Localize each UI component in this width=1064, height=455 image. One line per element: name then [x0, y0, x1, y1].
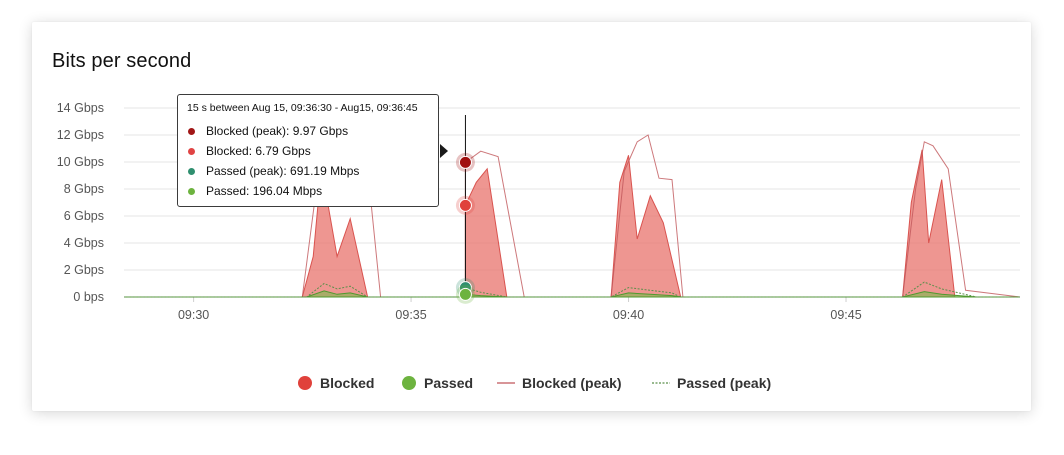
chart-title: Bits per second	[52, 50, 192, 72]
y-tick-label-1: 2 Gbps	[64, 263, 104, 277]
tooltip-label-passed: Passed: 196.04 Mbps	[206, 184, 323, 198]
legend-passed-label[interactable]: Passed	[424, 375, 473, 391]
legend-item-blocked[interactable]: Blocked	[298, 375, 374, 391]
y-tick-label-2: 4 Gbps	[64, 236, 104, 250]
y-tick-label-3: 6 Gbps	[64, 209, 104, 223]
hover-marker-passed	[458, 287, 472, 301]
x-tick-label-0: 09:30	[178, 308, 209, 322]
tooltip-row-blocked: Blocked: 6.79 Gbps	[187, 141, 438, 161]
series-blocked-area	[124, 149, 1020, 298]
hover-layer	[455, 115, 475, 304]
y-tick-label-6: 12 Gbps	[57, 128, 104, 142]
chart-tooltip: 15 s between Aug 15, 09:36:30 - Aug15, 0…	[177, 94, 439, 207]
legend-item-passed[interactable]: Passed	[402, 375, 473, 391]
series-passed-peak-line	[124, 281, 1020, 298]
x-tick-label-3: 09:45	[830, 308, 861, 322]
tooltip-header: 15 s between Aug 15, 09:36:30 - Aug15, 0…	[187, 102, 418, 114]
legend-passed-peak-label[interactable]: Passed (peak)	[677, 375, 771, 391]
legend-blocked-peak-label[interactable]: Blocked (peak)	[522, 375, 622, 391]
y-tick-label-0: 0 bps	[73, 290, 104, 304]
tooltip-dot-passed	[188, 187, 195, 195]
x-tick-label-2: 09:40	[613, 308, 644, 322]
y-tick-label-7: 14 Gbps	[57, 101, 104, 115]
tooltip-row-passed-peak: Passed (peak): 691.19 Mbps	[187, 161, 438, 181]
tooltip-label-blocked: Blocked: 6.79 Gbps	[206, 144, 311, 158]
x-tick-label-1: 09:35	[395, 308, 426, 322]
y-tick-label-5: 10 Gbps	[57, 155, 104, 169]
tooltip-row-blocked-peak: Blocked (peak): 9.97 Gbps	[187, 121, 438, 141]
legend-item-blocked-peak[interactable]: Blocked (peak)	[497, 375, 622, 391]
tooltip-dot-blocked	[188, 147, 195, 155]
x-axis-ticks: 09:30 09:35 09:40 09:45	[178, 297, 862, 322]
tooltip-pointer	[440, 144, 448, 158]
tooltip-label-blocked-peak: Blocked (peak): 9.97 Gbps	[206, 124, 349, 138]
y-tick-label-4: 8 Gbps	[64, 182, 104, 196]
legend-passed-marker	[402, 376, 416, 390]
series-passed-area	[124, 290, 1020, 298]
tooltip-dot-passed-peak	[188, 167, 195, 175]
hover-marker-blocked	[458, 198, 472, 212]
y-axis-ticks: 0 bps 2 Gbps 4 Gbps 6 Gbps 8 Gbps 10 Gbps 12 G…	[57, 101, 104, 304]
legend-blocked-marker	[298, 376, 312, 390]
legend-item-passed-peak[interactable]: Passed (peak)	[652, 375, 771, 391]
legend-blocked-label[interactable]: Blocked	[320, 375, 374, 391]
legend[interactable]: Blocked Passed Blocked (peak) Passed (pe…	[298, 375, 771, 391]
tooltip-dot-blocked-peak	[188, 127, 195, 135]
tooltip-row-passed: Passed: 196.04 Mbps	[187, 181, 438, 201]
hover-marker-blocked-peak	[458, 155, 472, 169]
tooltip-label-passed-peak: Passed (peak): 691.19 Mbps	[206, 164, 360, 178]
